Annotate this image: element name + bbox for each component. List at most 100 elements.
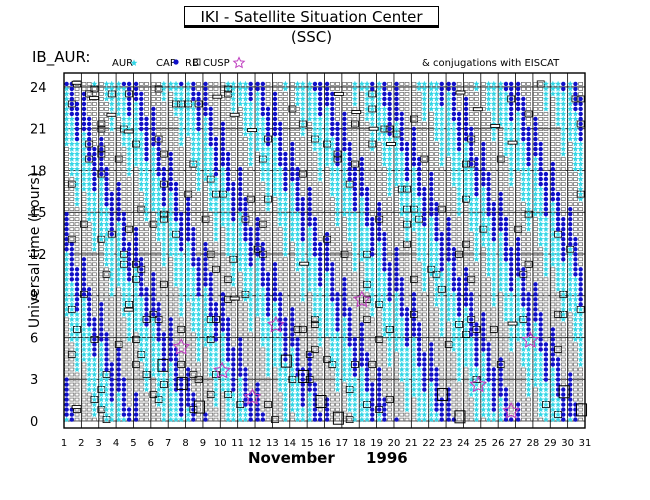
cap-point bbox=[248, 402, 253, 407]
aur-point bbox=[456, 210, 463, 217]
rb-point bbox=[104, 142, 109, 146]
aur-point bbox=[358, 226, 365, 232]
rb-point bbox=[109, 172, 115, 176]
rb-point bbox=[243, 347, 248, 352]
cap-point bbox=[312, 232, 318, 237]
rb-point bbox=[404, 417, 410, 422]
rb-point bbox=[387, 252, 392, 257]
cap-point bbox=[133, 86, 139, 92]
rb-point bbox=[369, 162, 375, 166]
rb-point bbox=[456, 267, 462, 272]
cap-point bbox=[342, 126, 347, 132]
rb-point bbox=[382, 167, 387, 171]
aur-point bbox=[445, 281, 452, 287]
cap-point bbox=[156, 141, 161, 147]
rb-point bbox=[208, 382, 214, 387]
aur-point bbox=[242, 80, 249, 87]
aur-point bbox=[376, 120, 383, 127]
aur-point bbox=[386, 321, 393, 327]
rb-point bbox=[369, 317, 375, 322]
rb-point bbox=[185, 307, 191, 312]
aur-point bbox=[334, 195, 341, 202]
aur-point bbox=[73, 200, 81, 207]
rb-point bbox=[283, 302, 288, 307]
rb-point bbox=[185, 327, 191, 332]
rb-point bbox=[376, 177, 382, 181]
aur-point bbox=[299, 271, 306, 277]
rb-point bbox=[342, 87, 347, 91]
aur-point bbox=[172, 391, 180, 398]
aur-point bbox=[433, 296, 440, 302]
aur-point bbox=[160, 391, 167, 398]
aur-point bbox=[133, 110, 140, 117]
rb-point bbox=[300, 342, 306, 347]
cap-point bbox=[272, 116, 278, 122]
rb-point bbox=[237, 317, 243, 322]
cap-point bbox=[312, 237, 318, 242]
rb-point bbox=[243, 307, 248, 312]
aur-point bbox=[398, 366, 405, 373]
aur-point bbox=[358, 401, 365, 408]
aur-point bbox=[416, 195, 423, 202]
cap-point bbox=[456, 126, 462, 132]
cap-point bbox=[278, 312, 283, 317]
aur-point bbox=[445, 301, 452, 307]
cap-point bbox=[248, 257, 253, 262]
aur-point bbox=[225, 246, 232, 252]
aur-point bbox=[103, 80, 110, 87]
aur-point bbox=[294, 246, 301, 252]
aur-point bbox=[381, 155, 388, 162]
aur-point bbox=[259, 125, 266, 132]
aur-point bbox=[403, 361, 411, 368]
cap-point bbox=[231, 357, 236, 362]
rb-point bbox=[312, 177, 318, 181]
cap-point bbox=[185, 372, 191, 377]
cap-point bbox=[307, 221, 312, 227]
cap-point bbox=[168, 176, 174, 182]
aur-point bbox=[138, 185, 145, 192]
cap-point bbox=[300, 216, 305, 222]
aur-point bbox=[230, 411, 237, 418]
rb-point bbox=[144, 392, 149, 397]
cap-point bbox=[196, 116, 201, 122]
cap-point bbox=[307, 201, 312, 207]
rb-point bbox=[138, 222, 144, 227]
rb-point bbox=[213, 242, 219, 247]
rb-point bbox=[300, 332, 306, 337]
aur-point bbox=[150, 316, 157, 322]
cap-point bbox=[220, 121, 226, 127]
rb-point bbox=[342, 412, 347, 417]
rb-point bbox=[185, 357, 191, 362]
rb-point bbox=[92, 87, 97, 91]
aur-point bbox=[445, 306, 452, 312]
aur-point bbox=[277, 366, 284, 373]
aur-point bbox=[346, 346, 353, 353]
cap-point bbox=[99, 307, 104, 312]
aur-point bbox=[86, 175, 93, 182]
rb-point bbox=[104, 327, 109, 332]
rb-point bbox=[329, 407, 335, 412]
rb-point bbox=[144, 397, 149, 402]
aur-point bbox=[237, 246, 244, 252]
aur-point bbox=[254, 110, 261, 117]
cap-point bbox=[434, 382, 439, 387]
rb-point bbox=[138, 212, 144, 217]
rb-point bbox=[456, 412, 462, 417]
aur-point bbox=[103, 416, 110, 423]
aur-point bbox=[225, 396, 232, 403]
rb-point bbox=[416, 307, 422, 312]
cap-point bbox=[144, 307, 149, 312]
rb-point bbox=[434, 322, 439, 327]
rb-point bbox=[74, 382, 80, 387]
aur-point bbox=[329, 165, 336, 172]
cap-point bbox=[121, 387, 127, 392]
rb-point bbox=[382, 352, 387, 357]
aur-point bbox=[98, 195, 105, 202]
aur-point bbox=[421, 256, 428, 262]
cap-point bbox=[151, 136, 156, 142]
rb-point bbox=[64, 192, 69, 196]
aur-point bbox=[265, 336, 272, 343]
rb-point bbox=[352, 152, 358, 156]
rb-point bbox=[168, 97, 174, 101]
rb-point bbox=[456, 417, 462, 422]
